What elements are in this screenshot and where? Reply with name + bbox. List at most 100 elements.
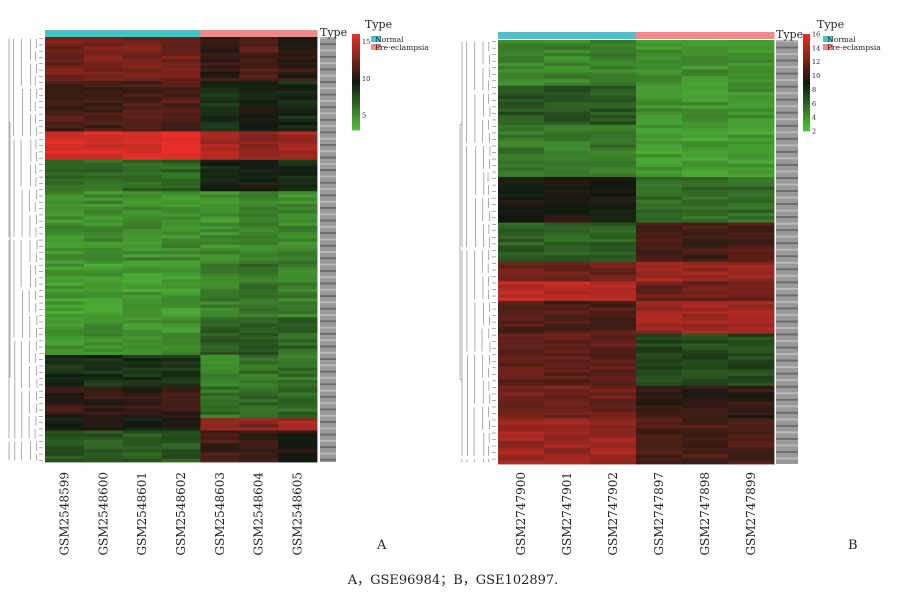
heatmap-cell bbox=[590, 180, 637, 184]
heatmap-cell bbox=[728, 291, 775, 295]
heatmap-cell bbox=[682, 53, 729, 57]
heatmap-cell bbox=[45, 254, 85, 258]
heatmap-cell bbox=[682, 160, 729, 165]
heatmap-cell bbox=[83, 411, 124, 416]
heatmap-cell bbox=[278, 326, 318, 331]
heatmap-cell bbox=[636, 415, 683, 419]
heatmap-cell bbox=[544, 418, 591, 422]
heatmap-cell bbox=[239, 134, 279, 139]
type-column-stripe bbox=[776, 79, 798, 82]
heatmap-cell bbox=[498, 274, 545, 279]
heatmap-cell bbox=[544, 150, 591, 155]
heatmap-cell bbox=[728, 46, 775, 51]
group-strip-cell bbox=[498, 32, 545, 39]
heatmap-cell bbox=[122, 134, 162, 139]
heatmap-cell bbox=[239, 81, 279, 85]
heatmap-cell bbox=[200, 68, 240, 73]
type-column-stripe bbox=[776, 53, 798, 56]
heatmap-cell bbox=[200, 443, 240, 447]
heatmap-cell bbox=[45, 118, 85, 123]
heatmap-cell bbox=[161, 389, 201, 394]
heatmap-cell bbox=[83, 383, 124, 387]
heatmap-cell bbox=[200, 203, 240, 208]
heatmap-cell bbox=[544, 346, 591, 351]
heatmap-cell bbox=[122, 203, 162, 208]
heatmap-cell bbox=[728, 134, 775, 139]
heatmap-cell bbox=[682, 291, 729, 295]
heatmap-cell bbox=[83, 131, 124, 135]
heatmap-cell bbox=[200, 436, 240, 441]
heatmap-cell bbox=[239, 188, 279, 192]
heatmap-cell bbox=[498, 150, 545, 155]
color-bar-step bbox=[352, 65, 360, 68]
heatmap-cell bbox=[498, 154, 545, 158]
group-strip-cell bbox=[122, 30, 163, 37]
heatmap-cell bbox=[45, 229, 85, 233]
heatmap-cell bbox=[728, 242, 775, 246]
heatmap-cell bbox=[278, 263, 318, 268]
heatmap-cell bbox=[200, 93, 240, 98]
heatmap-cell bbox=[728, 69, 775, 74]
color-bar-step bbox=[352, 86, 360, 90]
heatmap-cell bbox=[590, 92, 637, 96]
heatmap-cell bbox=[161, 77, 201, 82]
heatmap-cell bbox=[161, 317, 201, 321]
heatmap-cell bbox=[45, 235, 85, 239]
heatmap-cell bbox=[200, 329, 240, 334]
heatmap-cell bbox=[544, 219, 591, 224]
heatmap-cell bbox=[83, 301, 124, 305]
heatmap-cell bbox=[122, 332, 162, 337]
heatmap-cell bbox=[161, 345, 201, 350]
heatmap-cell bbox=[728, 190, 775, 194]
heatmap-cell bbox=[45, 203, 85, 208]
heatmap-cell bbox=[682, 353, 729, 357]
heatmap-cell bbox=[278, 112, 318, 117]
heatmap-cell bbox=[239, 225, 279, 230]
heatmap-cell bbox=[590, 118, 637, 122]
heatmap-cell bbox=[682, 199, 729, 204]
heatmap-cell bbox=[636, 323, 683, 328]
heatmap-cell bbox=[161, 251, 201, 255]
heatmap-cell bbox=[161, 439, 201, 444]
heatmap-cell bbox=[45, 348, 85, 353]
heatmap-cell bbox=[83, 339, 124, 343]
heatmap-cell bbox=[590, 82, 637, 87]
heatmap-cell bbox=[161, 424, 201, 428]
heatmap-cell bbox=[200, 260, 240, 265]
type-column-stripe bbox=[776, 176, 798, 179]
heatmap-cell bbox=[200, 169, 240, 173]
heatmap-cell bbox=[161, 326, 201, 331]
heatmap-cell bbox=[278, 84, 318, 88]
heatmap-cell bbox=[122, 162, 162, 167]
panel-b-label: B bbox=[848, 538, 858, 553]
legend-title: Type bbox=[365, 18, 392, 31]
heatmap-cell bbox=[590, 43, 637, 47]
heatmap-cell bbox=[83, 96, 124, 101]
heatmap-cell bbox=[122, 380, 162, 384]
heatmap-cell bbox=[161, 320, 201, 324]
heatmap-cell bbox=[728, 101, 775, 106]
heatmap-cell bbox=[239, 446, 279, 450]
heatmap-cell bbox=[161, 93, 201, 98]
heatmap-cell bbox=[636, 418, 683, 422]
heatmap-cell bbox=[161, 430, 201, 435]
color-bar-tick: 10 bbox=[812, 72, 820, 80]
heatmap-cell bbox=[83, 238, 124, 243]
heatmap-cell bbox=[161, 210, 201, 214]
heatmap-cell bbox=[590, 271, 637, 276]
heatmap-cell bbox=[45, 358, 85, 362]
heatmap-cell bbox=[636, 340, 683, 344]
heatmap-cell bbox=[200, 43, 240, 47]
heatmap-cell bbox=[728, 232, 775, 237]
heatmap-cell bbox=[590, 395, 637, 400]
heatmap-cell bbox=[122, 367, 162, 372]
heatmap-cell bbox=[83, 46, 124, 50]
heatmap-cell bbox=[239, 37, 279, 41]
heatmap-cell bbox=[161, 247, 201, 252]
heatmap-cell bbox=[122, 74, 162, 79]
heatmap-cell bbox=[200, 40, 240, 44]
heatmap-cell bbox=[498, 111, 545, 116]
heatmap-cell bbox=[161, 43, 201, 47]
heatmap-cell bbox=[161, 405, 201, 409]
legend-entry: Normal bbox=[827, 35, 856, 44]
